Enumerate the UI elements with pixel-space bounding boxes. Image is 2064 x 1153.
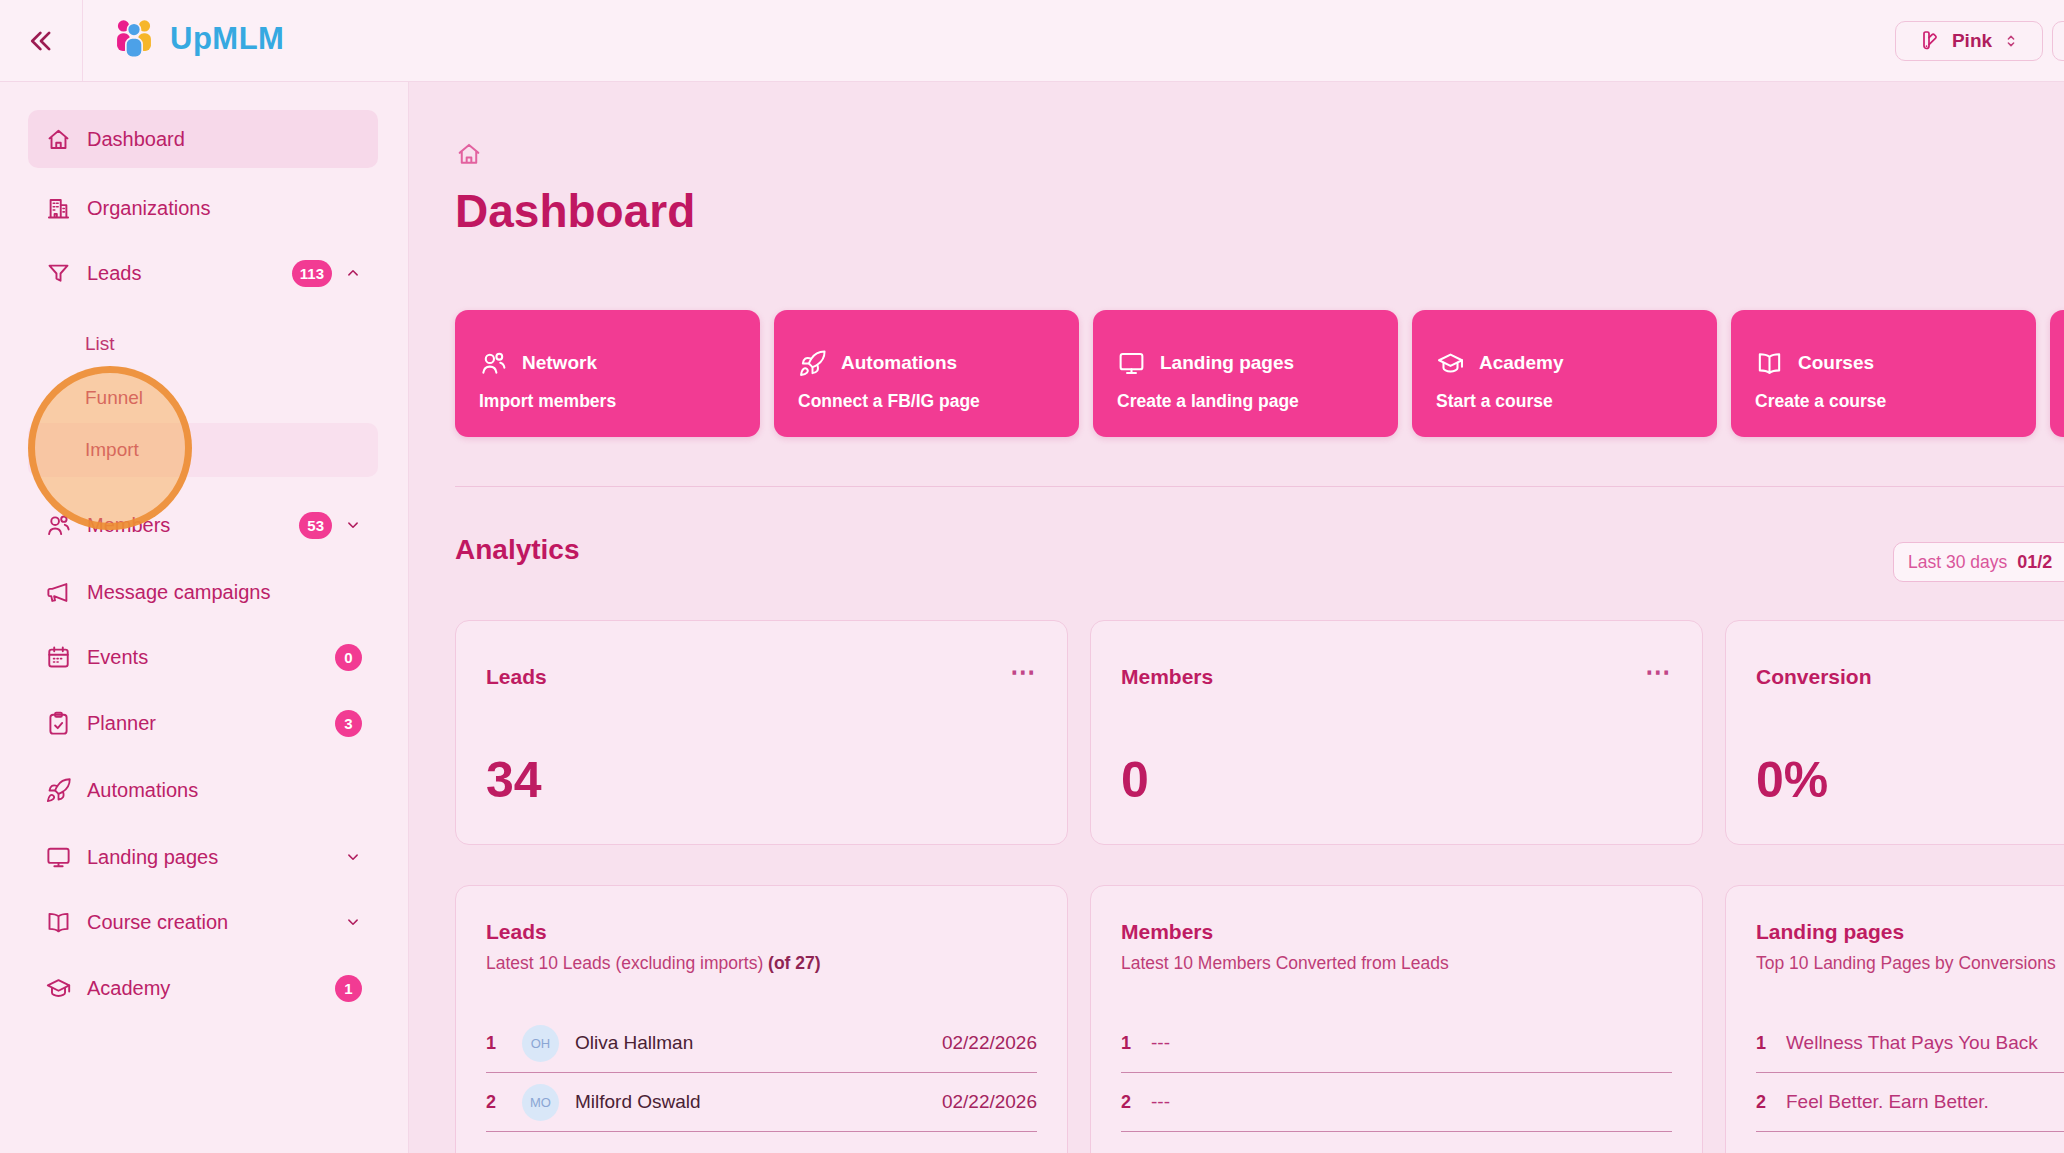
book-open-icon: [45, 909, 72, 936]
double-chevron-left-icon: [26, 26, 56, 56]
lead-row[interactable]: 2 MO Milford Oswald 02/22/2026: [486, 1073, 1037, 1132]
avatar: OH: [522, 1025, 559, 1062]
top-bar: UpMLM Pink: [0, 0, 2064, 82]
building-icon: [45, 195, 72, 222]
header-extra-button[interactable]: [2052, 21, 2064, 61]
analytics-heading: Analytics: [455, 534, 580, 566]
sidebar-item-landing-pages[interactable]: Landing pages: [28, 828, 378, 886]
chevron-down-icon[interactable]: [344, 516, 362, 534]
sidebar-item-automations[interactable]: Automations: [28, 761, 378, 819]
stat-card-row: Leads ⋯ 34 Members ⋯ 0 Conversion 0%: [455, 620, 2064, 845]
graduation-cap-icon: [1436, 349, 1465, 378]
sidebar: Dashboard Organizations Leads 113 List F…: [0, 82, 409, 1153]
sidebar-item-leads-import[interactable]: Import: [28, 423, 378, 477]
sidebar-item-planner[interactable]: Planner 3: [28, 694, 378, 752]
sidebar-item-events[interactable]: Events 0: [28, 628, 378, 686]
landing-pages-list-card: Landing pages Top 10 Landing Pages by Co…: [1725, 885, 2064, 1153]
members-list-card: Members Latest 10 Members Converted from…: [1090, 885, 1703, 1153]
action-card-network[interactable]: Network Import members: [455, 310, 760, 437]
list-card-row: Leads Latest 10 Leads (excluding imports…: [455, 885, 2064, 1153]
landing-page-row[interactable]: 2 Feel Better. Earn Better.: [1756, 1073, 2064, 1132]
events-count-badge: 0: [335, 644, 362, 671]
landing-page-row[interactable]: 1 Wellness That Pays You Back: [1756, 1014, 2064, 1073]
action-card-landing-pages[interactable]: Landing pages Create a landing page: [1093, 310, 1398, 437]
users-icon: [479, 349, 508, 378]
collapse-sidebar-button[interactable]: [14, 20, 68, 62]
clipboard-check-icon: [45, 710, 72, 737]
member-row[interactable]: 1 ---: [1121, 1014, 1672, 1073]
stat-card-members: Members ⋯ 0: [1090, 620, 1703, 845]
action-card-automations[interactable]: Automations Connect a FB/IG page: [774, 310, 1079, 437]
chevron-up-icon[interactable]: [344, 264, 362, 282]
planner-count-badge: 3: [335, 710, 362, 737]
chevron-down-icon[interactable]: [344, 848, 362, 866]
monitor-icon: [45, 844, 72, 871]
sidebar-item-leads-list[interactable]: List: [28, 322, 378, 366]
rocket-icon: [798, 349, 827, 378]
chevron-down-icon[interactable]: [344, 913, 362, 931]
conversion-stat-value: 0%: [1756, 751, 2064, 809]
ellipsis-menu-icon[interactable]: ⋯: [1645, 665, 1672, 679]
sidebar-item-academy[interactable]: Academy 1: [28, 959, 378, 1017]
lead-row[interactable]: 1 OH Oliva Hallman 02/22/2026: [486, 1014, 1037, 1073]
home-icon: [45, 126, 72, 153]
funnel-icon: [45, 260, 72, 287]
megaphone-icon: [45, 579, 72, 606]
sidebar-item-leads[interactable]: Leads 113: [28, 244, 378, 302]
rocket-icon: [45, 777, 72, 804]
action-card-partial[interactable]: C: [2050, 310, 2064, 437]
app-logo: UpMLM: [108, 16, 284, 62]
member-row[interactable]: 2 ---: [1121, 1073, 1672, 1132]
calendar-icon: [45, 644, 72, 671]
leads-list-card: Leads Latest 10 Leads (excluding imports…: [455, 885, 1068, 1153]
theme-selector-button[interactable]: Pink: [1895, 21, 2043, 61]
page-title: Dashboard: [455, 184, 695, 238]
academy-count-badge: 1: [335, 975, 362, 1002]
stat-card-conversion: Conversion 0%: [1725, 620, 2064, 845]
ellipsis-menu-icon[interactable]: ⋯: [1010, 665, 1037, 679]
app-name: UpMLM: [170, 21, 284, 57]
date-range-filter[interactable]: Last 30 days 01/2: [1893, 542, 2064, 582]
monitor-icon: [1117, 349, 1146, 378]
section-divider: [455, 486, 2064, 487]
action-card-courses[interactable]: Courses Create a course: [1731, 310, 2036, 437]
sidebar-item-message-campaigns[interactable]: Message campaigns: [28, 563, 378, 621]
book-open-icon: [1755, 349, 1784, 378]
members-count-badge: 53: [299, 512, 332, 539]
leads-count-badge: 113: [292, 260, 332, 287]
palette-icon: [1918, 29, 1942, 53]
action-card-academy[interactable]: Academy Start a course: [1412, 310, 1717, 437]
theme-label: Pink: [1952, 30, 1992, 52]
header-divider: [82, 0, 83, 81]
sidebar-item-course-creation[interactable]: Course creation: [28, 893, 378, 951]
upmlm-logo-icon: [108, 16, 160, 62]
stat-card-leads: Leads ⋯ 34: [455, 620, 1068, 845]
users-icon: [45, 512, 72, 539]
sidebar-item-leads-funnel[interactable]: Funnel: [28, 376, 378, 420]
graduation-cap-icon: [45, 975, 72, 1002]
leads-stat-value: 34: [486, 751, 1037, 809]
sidebar-item-members[interactable]: Members 53: [28, 496, 378, 554]
sidebar-item-organizations[interactable]: Organizations: [28, 179, 378, 237]
avatar: MO: [522, 1084, 559, 1121]
main-content: Dashboard Network Import members Automat…: [410, 82, 2064, 1153]
quick-action-row: Network Import members Automations Conne…: [455, 310, 2064, 437]
breadcrumb-home-icon[interactable]: [455, 140, 483, 168]
up-down-chevron-icon: [2002, 32, 2020, 50]
sidebar-item-dashboard[interactable]: Dashboard: [28, 110, 378, 168]
members-stat-value: 0: [1121, 751, 1672, 809]
